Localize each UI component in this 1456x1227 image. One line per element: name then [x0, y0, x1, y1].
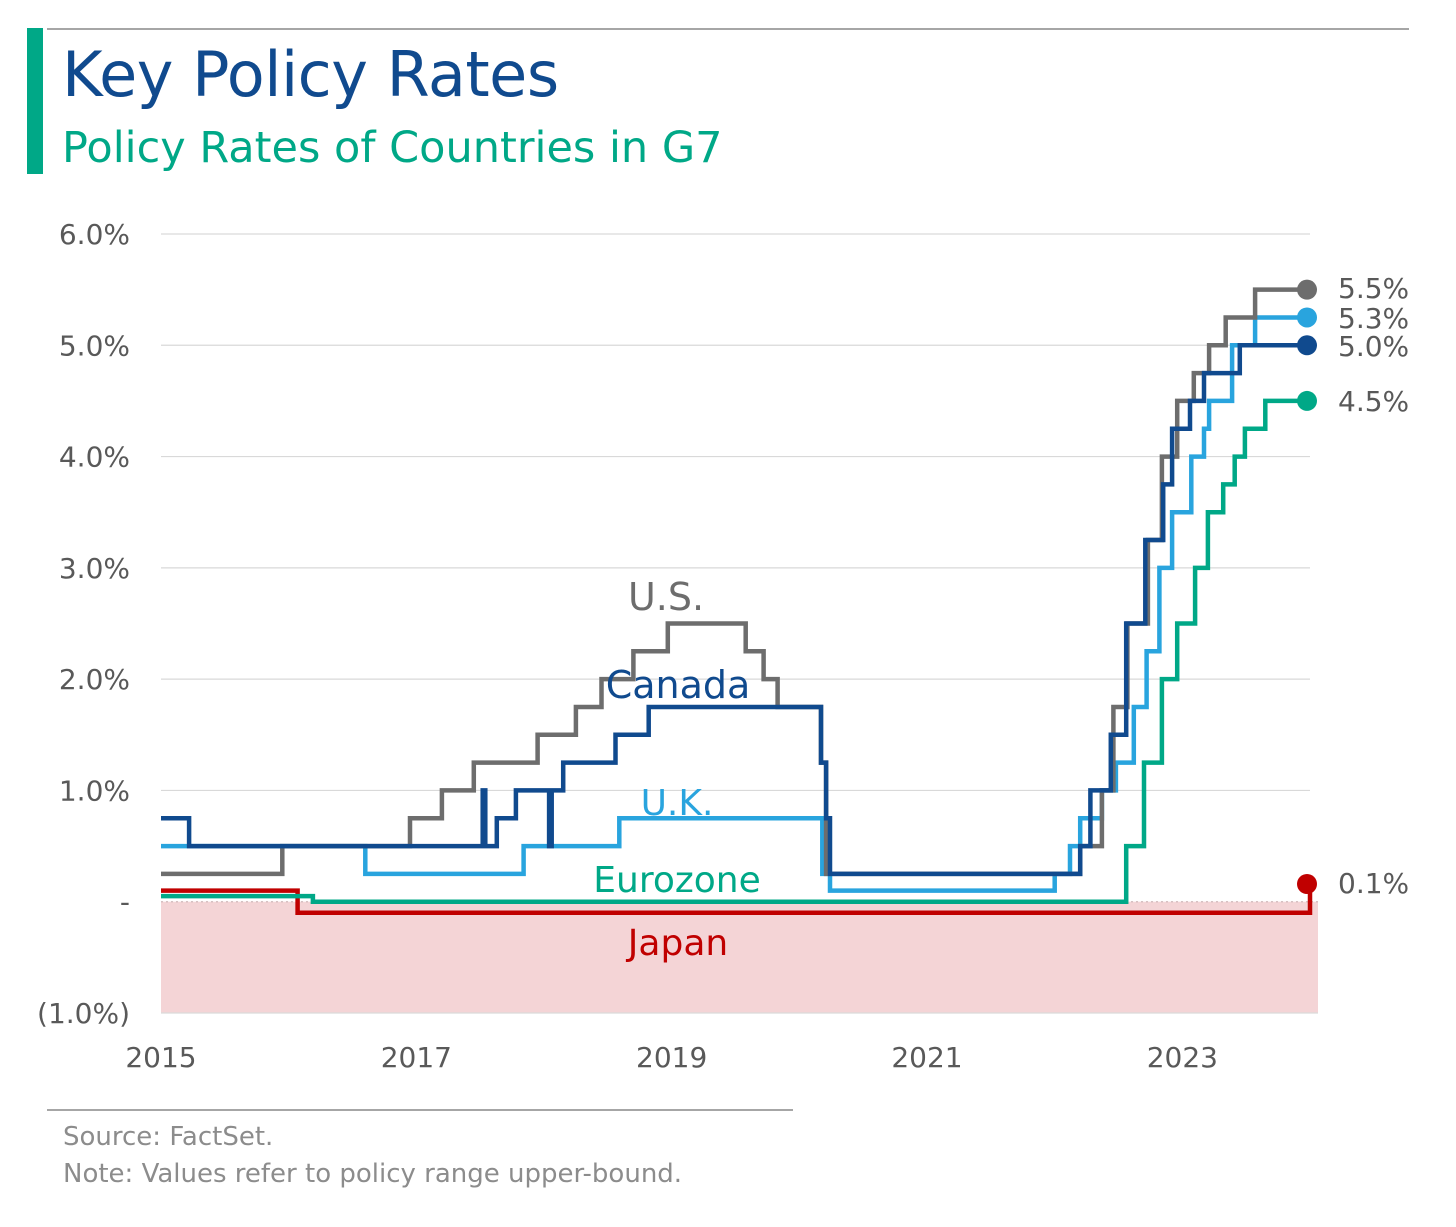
title-accent-bar: [27, 28, 43, 174]
end-value-us: 5.5%: [1338, 272, 1409, 305]
x-tick-label: 2023: [1147, 1041, 1218, 1074]
y-tick-label: 3.0%: [59, 552, 130, 585]
series-label-japan: Japan: [626, 923, 728, 964]
source-note: Source: FactSet.: [63, 1122, 274, 1152]
grid-layer: [161, 233, 1318, 1014]
y-tick-label: 1.0%: [59, 774, 130, 807]
series-label-us: U.S.: [628, 575, 704, 619]
x-tick-label: 2019: [636, 1041, 707, 1074]
end-marker-canada: [1297, 335, 1317, 356]
x-axis-ticks: 2015 2017 2019 2021 2023: [125, 1041, 1218, 1074]
series-line-us: [161, 287, 1310, 877]
series-label-eurozone: Eurozone: [593, 860, 760, 901]
end-marker-uk: [1297, 307, 1317, 328]
end-value-uk: 5.3%: [1338, 302, 1409, 335]
series-layer: [161, 287, 1313, 916]
y-tick-label: 2.0%: [59, 663, 130, 696]
end-markers-layer: 5.5% 5.0%5.3% 4.5% 0.1%: [1297, 272, 1409, 900]
x-tick-label: 2017: [381, 1041, 452, 1074]
chart-title: Key Policy Rates: [62, 38, 559, 111]
series-line-japan: [161, 888, 1313, 916]
y-tick-label: 4.0%: [59, 441, 130, 474]
y-tick-label: (1.0%): [37, 997, 130, 1030]
series-line-eurozone: [161, 398, 1310, 904]
series-label-uk: U.K.: [641, 783, 714, 824]
methodology-note: Note: Values refer to policy range upper…: [63, 1159, 683, 1189]
end-marker-us: [1297, 279, 1317, 300]
y-axis-ticks: (1.0%) - 1.0% 2.0% 3.0% 4.0% 5.0% 6.0%: [37, 218, 130, 1030]
end-value-canada: 5.0%: [1338, 330, 1409, 363]
series-labels-layer: U.S. Canada U.K. Eurozone Japan: [593, 575, 760, 964]
x-tick-label: 2021: [891, 1041, 962, 1074]
end-value-japan: 0.1%: [1338, 867, 1409, 900]
footer-rule: [47, 1109, 793, 1111]
negative-rate-zone-layer: [161, 901, 1318, 1013]
end-marker-eurozone: [1297, 390, 1317, 411]
y-tick-label: 5.0%: [59, 329, 130, 362]
chart-subtitle: Policy Rates of Countries in G7: [62, 123, 723, 173]
end-value-eurozone: 4.5%: [1338, 385, 1409, 418]
negative-rate-zone: [161, 901, 1318, 1013]
top-rule: [47, 28, 1409, 30]
end-marker-japan: [1297, 874, 1317, 894]
series-line-canada: [161, 343, 1310, 877]
series-label-canada: Canada: [606, 663, 751, 707]
y-tick-label: -: [120, 886, 130, 919]
series-line-uk: [161, 315, 1310, 893]
x-tick-label: 2015: [125, 1041, 196, 1074]
y-tick-label: 6.0%: [59, 218, 130, 251]
